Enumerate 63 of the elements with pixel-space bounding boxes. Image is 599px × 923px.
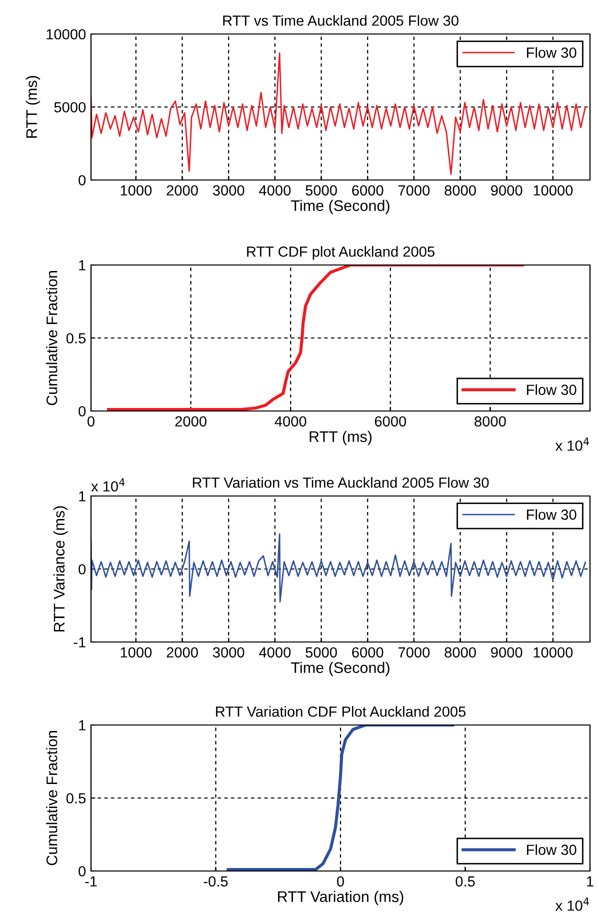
x-tick-label: 1000 [120,647,152,658]
x-tick-label: 5000 [306,647,337,658]
x-tick-label: 6000 [352,185,384,196]
x-tick-label: 1000 [120,185,152,196]
x-tick-label: 5000 [306,185,337,196]
x-tick-label: 0 [337,876,344,887]
y-tick-label: 0 [78,564,86,574]
line-series [226,725,454,871]
y-axis-title: Cumulative Fraction [46,731,58,866]
x-axis-title: RTT (ms) [310,430,372,446]
y-tick-label: 1 [79,720,86,730]
x-tick-label: 9000 [491,647,522,658]
legend-label: Flow 30 [527,844,576,855]
x-tick-label: 3000 [212,647,244,658]
x-tick-label: 4000 [259,647,291,658]
text: x 10$^{4}$ [555,438,589,451]
x-axis-title: Time (Second) [291,662,390,676]
x-tick-label: 8000 [474,416,506,427]
x-tick-label: 9000 [491,185,522,196]
legend-label: Flow 30 [527,509,576,520]
y-tick-label: 5000 [54,102,86,112]
x-tick-label: 7000 [398,647,430,658]
x-tick-label: 10000 [534,185,573,196]
x-tick-label: 0 [88,416,94,427]
x-tick-label: 2000 [166,185,198,196]
x-axis-title: Time (Second) [291,200,390,214]
x-tick-label: 4000 [274,416,306,427]
text: x 10$^{4}$ [555,898,589,911]
y-tick-label: 1 [79,491,86,502]
y-tick-label: 0 [78,175,86,186]
y-tick-label: -1 [74,637,86,648]
chart-title: RTT Variation CDF Plot Auckland 2005 [216,706,466,717]
line-series [106,265,524,411]
x-tick-label: 6000 [374,416,406,427]
y-axis-title: RTT Variance (ms) [53,506,68,632]
x-tick-label: 7000 [398,185,430,196]
x-tick-label: 0.5 [456,876,475,887]
text: x 10$^{4}$ [91,478,125,492]
y-tick-label: 0.5 [66,333,86,344]
y-axis-title: Cumulative Fraction [46,271,58,406]
x-tick-label: 1 [587,876,594,886]
chart-title: RTT vs Time Auckland 2005 Flow 30 [223,15,458,26]
y-tick-label: 0 [78,866,86,876]
y-tick-label: 0.5 [66,793,86,804]
line-series [91,533,586,603]
chart-title: RTT Variation vs Time Auckland 2005 Flow 30 [192,477,489,488]
x-tick-label: 2000 [166,647,198,658]
x-tick-label: 6000 [352,647,384,658]
y-axis-title: RTT (ms) [26,76,40,138]
legend-label: Flow 30 [527,47,576,58]
y-tick-label: 1 [79,260,86,270]
x-tick-label: -0.5 [204,876,228,887]
y-tick-label: 0 [78,406,86,416]
chart-title: RTT CDF plot Auckland 2005 [247,246,434,260]
y-tick-label: 10000 [46,29,86,40]
legend-label: Flow 30 [527,384,576,395]
x-tick-label: 10000 [534,647,573,658]
x-tick-label: 4000 [259,185,291,196]
x-tick-label: 8000 [444,647,476,658]
x-tick-label: 3000 [212,185,244,196]
x-axis-title: RTT Variation (ms) [278,890,404,906]
x-tick-label: 8000 [444,185,476,196]
x-tick-label: 2000 [175,416,206,427]
